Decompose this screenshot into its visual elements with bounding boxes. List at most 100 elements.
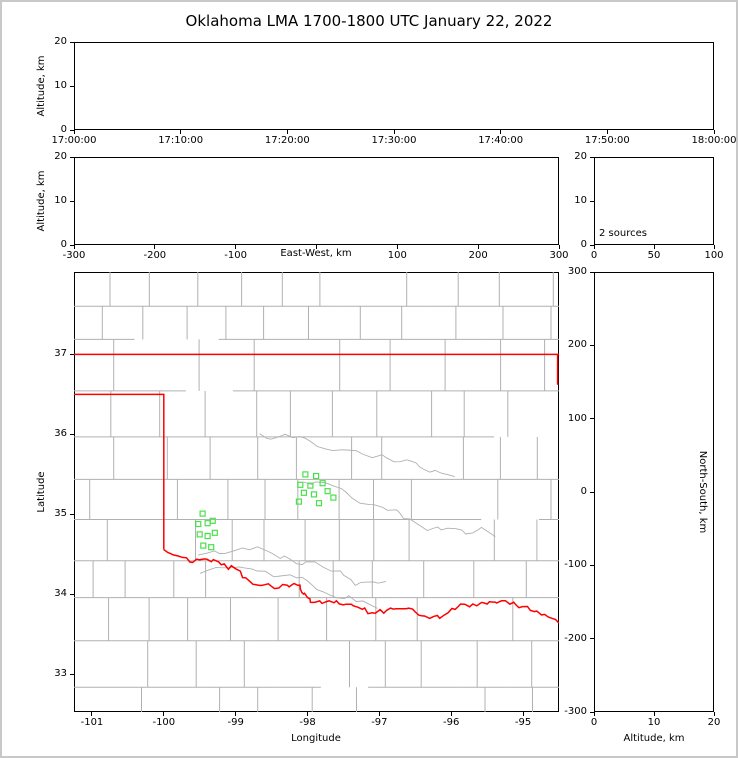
tick-mark xyxy=(653,245,655,249)
tick-label: -97 xyxy=(371,717,388,728)
county-lines xyxy=(74,272,559,712)
tick-mark xyxy=(154,245,156,249)
tick-label: 20 xyxy=(574,151,587,162)
station-marker xyxy=(211,529,218,536)
tick-mark xyxy=(590,156,594,158)
tick-label: 50 xyxy=(647,250,661,261)
tick-mark xyxy=(522,712,524,716)
tick-mark xyxy=(558,245,560,249)
map-canvas xyxy=(74,272,559,712)
ew-panel-xlabel: East-West, km xyxy=(280,248,352,259)
tick-mark xyxy=(235,712,237,716)
station-marker xyxy=(204,520,211,527)
tick-label: 20 xyxy=(54,151,67,162)
tick-label: 17:40:00 xyxy=(478,135,524,146)
tick-mark xyxy=(590,344,594,346)
tick-label: -100 xyxy=(564,559,587,571)
east-west-altitude-panel xyxy=(74,157,559,245)
tick-label: 10 xyxy=(54,80,67,91)
station-marker xyxy=(313,472,320,480)
tick-label: -200 xyxy=(564,632,587,644)
station-marker xyxy=(295,498,302,505)
station-markers xyxy=(195,471,337,551)
tick-mark xyxy=(91,712,93,716)
tick-mark xyxy=(477,245,479,249)
tick-label: 100 xyxy=(387,250,407,261)
ew-panel-ylabel: Altitude, km xyxy=(36,170,47,232)
station-marker xyxy=(315,500,323,507)
tick-label: -101 xyxy=(80,717,104,728)
tick-label: -99 xyxy=(227,717,244,728)
figure-title: Oklahoma LMA 1700-1800 UTC January 22, 2… xyxy=(185,12,553,30)
tick-mark xyxy=(70,673,74,675)
tick-mark xyxy=(70,433,74,435)
tick-mark xyxy=(307,712,309,716)
tick-label: 0 xyxy=(580,486,587,497)
tick-label: -96 xyxy=(443,717,460,728)
station-marker xyxy=(208,544,215,551)
station-marker xyxy=(302,471,309,478)
ns-panel-ylabel: North-South, km xyxy=(697,450,708,534)
tick-label: 200 xyxy=(468,250,488,261)
tick-label: 17:10:00 xyxy=(158,135,204,146)
tick-label: 100 xyxy=(704,250,724,261)
tick-label: 300 xyxy=(567,266,587,277)
tick-label: -95 xyxy=(514,717,532,728)
tick-label: 100 xyxy=(567,412,587,424)
tick-mark xyxy=(500,130,502,134)
tick-mark xyxy=(393,130,395,134)
tick-label: 10 xyxy=(54,195,67,206)
north-south-altitude-panel xyxy=(594,272,714,712)
tick-label: 10 xyxy=(647,717,661,728)
tick-mark xyxy=(73,130,75,134)
station-marker xyxy=(200,542,207,549)
tick-label: 20 xyxy=(54,36,67,47)
tick-mark xyxy=(70,85,74,87)
tick-mark xyxy=(606,130,608,134)
tick-mark xyxy=(590,711,594,713)
tick-mark xyxy=(396,245,398,249)
tick-label: -100 xyxy=(224,250,248,261)
tick-mark xyxy=(653,712,655,716)
tick-mark xyxy=(713,245,715,249)
station-marker xyxy=(204,532,211,540)
tick-label: 10 xyxy=(574,195,587,206)
altitude-histogram-panel xyxy=(594,157,714,245)
station-marker xyxy=(324,488,331,495)
tick-mark xyxy=(180,130,182,134)
tick-mark xyxy=(590,491,594,493)
tick-mark xyxy=(590,638,594,640)
time-panel-ylabel: Altitude, km xyxy=(36,55,47,117)
sources-count-annotation: 2 sources xyxy=(599,228,647,239)
station-marker xyxy=(330,494,337,501)
tick-mark xyxy=(286,130,288,134)
station-marker xyxy=(195,520,202,528)
tick-mark xyxy=(713,712,715,716)
tick-mark xyxy=(235,245,237,249)
tick-label: 200 xyxy=(567,339,587,351)
map-panel-xlabel: Longitude xyxy=(291,733,341,744)
tick-label: 17:30:00 xyxy=(371,135,417,146)
tick-label: 0 xyxy=(590,717,598,728)
station-marker xyxy=(196,531,203,538)
tick-mark xyxy=(590,271,594,273)
tick-mark xyxy=(70,156,74,158)
tick-mark xyxy=(70,593,74,595)
tick-label: 300 xyxy=(549,250,569,261)
tick-label: 17:20:00 xyxy=(264,135,310,146)
tick-mark xyxy=(163,712,165,716)
tick-label: 20 xyxy=(707,717,721,728)
tick-mark xyxy=(590,418,594,420)
station-marker xyxy=(300,489,307,496)
tick-mark xyxy=(590,200,594,202)
tick-mark xyxy=(590,244,594,246)
tick-mark xyxy=(70,244,74,246)
station-marker xyxy=(310,491,318,498)
tick-mark xyxy=(73,245,75,249)
ns-panel-xlabel: Altitude, km xyxy=(623,733,685,744)
tick-mark xyxy=(590,564,594,566)
tick-label: 17:50:00 xyxy=(584,135,630,146)
tick-mark xyxy=(450,712,452,716)
tick-mark xyxy=(70,41,74,43)
